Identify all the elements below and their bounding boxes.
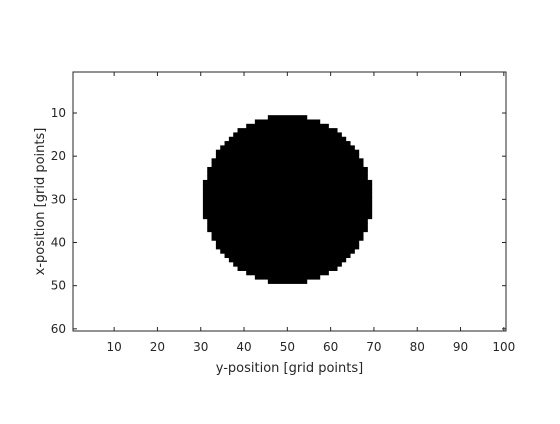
pixel-run (202, 184, 373, 189)
pixel-run (228, 136, 347, 142)
pixel-run (202, 214, 373, 220)
pixel-run (202, 210, 373, 215)
y-tick-label: 40 (51, 236, 66, 250)
y-axis: 10 20 30 40 50 60 (51, 106, 506, 336)
pixel-run (202, 192, 373, 198)
y-tick-label: 10 (51, 106, 66, 120)
pixel-run (237, 128, 338, 133)
x-tick-label: 30 (193, 340, 208, 354)
pixel-run (233, 132, 342, 138)
pixel-run (202, 188, 373, 194)
pixel-run (211, 158, 364, 164)
x-tick-label: 60 (323, 340, 338, 354)
y-axis-label: x-position [grid points] (33, 128, 48, 276)
pixel-run (220, 248, 355, 254)
pixel-run (246, 123, 329, 129)
pixel-run (246, 270, 329, 276)
x-tick-label: 100 (492, 340, 515, 354)
pixel-run (211, 231, 364, 237)
y-tick-label: 30 (51, 192, 66, 206)
pixel-run (267, 115, 308, 120)
x-tick-label: 50 (280, 340, 295, 354)
pixel-run (202, 205, 373, 211)
pixel-run (207, 171, 368, 176)
y-tick-label: 20 (51, 149, 66, 163)
pixel-run (215, 244, 360, 250)
x-tick-label: 20 (150, 340, 165, 354)
pixel-run (202, 179, 373, 185)
x-tick-label: 10 (106, 340, 121, 354)
pixel-run (207, 175, 368, 181)
x-tick-label: 70 (366, 340, 381, 354)
y-tick-label: 60 (51, 322, 66, 336)
pixel-run (254, 119, 321, 125)
pixel-run (228, 257, 347, 263)
pixel-run (207, 223, 368, 228)
pixel-run (202, 201, 373, 207)
axes-frame (72, 71, 507, 332)
x-axis-label: y-position [grid points] (216, 361, 363, 376)
pixel-run (215, 149, 360, 155)
pixel-run (224, 141, 351, 146)
pixel-run (211, 236, 364, 241)
pixel-run (267, 279, 308, 284)
x-tick-label: 90 (453, 340, 468, 354)
pixel-run (254, 274, 321, 280)
pixel-run (211, 162, 364, 168)
y-tick-label: 50 (51, 279, 66, 293)
pixel-run (215, 240, 360, 246)
image-pixels (202, 115, 373, 284)
pixel-run (233, 261, 342, 267)
pixel-run (202, 197, 373, 202)
pixel-run (207, 166, 368, 172)
pixel-run (207, 227, 368, 233)
x-tick-label: 80 (410, 340, 425, 354)
pixel-run (237, 266, 338, 271)
pixel-run (220, 145, 355, 151)
x-tick-label: 40 (236, 340, 251, 354)
x-axis: 10 20 30 40 50 60 70 80 90 100 (106, 72, 515, 354)
pixel-run (215, 154, 360, 159)
pixel-run (207, 218, 368, 224)
pixel-run (224, 253, 351, 259)
